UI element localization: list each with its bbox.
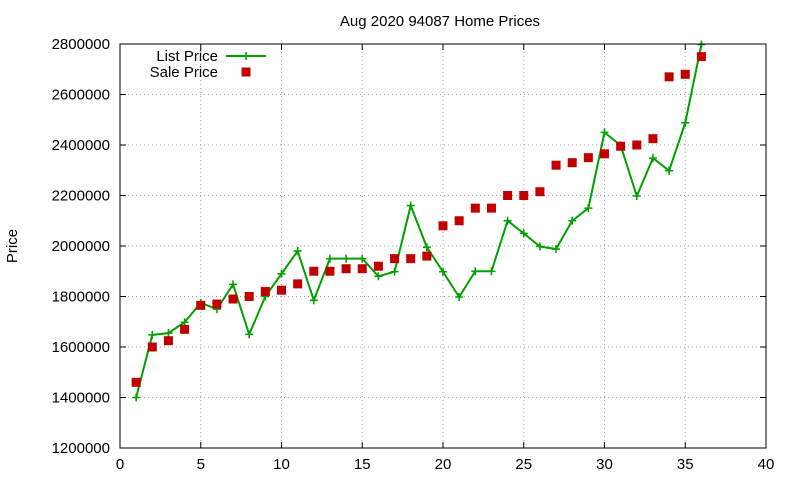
sale-price-point	[212, 299, 222, 309]
sale-price-point	[309, 266, 319, 276]
list-price-point	[471, 267, 480, 276]
sale-price-point	[163, 336, 173, 346]
list-price-point	[584, 204, 593, 213]
sale-price-point	[341, 264, 351, 274]
list-price-point	[245, 330, 254, 339]
sale-price-point	[470, 203, 480, 213]
list-price-point	[681, 118, 690, 127]
sale-price-point	[519, 191, 529, 200]
sale-price-point	[438, 221, 448, 231]
sale-price-point	[293, 279, 303, 289]
legend-marker-sale-price	[241, 67, 251, 77]
plot-series	[131, 40, 706, 402]
list-price-point	[132, 393, 141, 402]
list-price-point	[697, 40, 706, 49]
x-tick-label: 35	[677, 456, 694, 473]
list-price-point	[358, 254, 367, 263]
list-price-point	[374, 272, 383, 281]
grid-lines	[120, 44, 766, 448]
list-price-point	[406, 201, 415, 210]
list-price-point	[648, 154, 657, 163]
list-price-point	[568, 216, 577, 225]
list-price-point	[342, 254, 351, 263]
y-tick-label: 2000000	[52, 238, 110, 255]
y-axis-label: Price	[4, 229, 21, 263]
sale-price-point	[454, 216, 464, 226]
sale-price-point	[503, 191, 513, 200]
list-price-point	[229, 280, 238, 289]
list-price-point	[632, 192, 641, 201]
y-tick-label: 2200000	[52, 188, 110, 205]
list-price-point	[439, 267, 447, 276]
list-price-point	[293, 247, 302, 256]
sale-price-point	[422, 251, 432, 261]
sale-price-point	[373, 261, 383, 271]
x-tick-label: 25	[515, 456, 532, 473]
sale-price-point	[535, 187, 545, 197]
x-tick-label: 40	[758, 456, 775, 473]
sale-price-point	[616, 141, 626, 151]
sale-price-point	[696, 52, 706, 62]
list-price-point	[600, 128, 609, 137]
list-price-point	[503, 216, 512, 225]
legend-marker-list-price	[242, 52, 250, 60]
sale-price-point	[680, 69, 690, 79]
chart-title: Aug 2020 94087 Home Prices	[340, 13, 540, 30]
sale-price-point	[664, 72, 674, 82]
list-price-point	[277, 269, 286, 278]
list-price-point	[422, 243, 431, 252]
y-tick-label: 1200000	[52, 440, 110, 457]
sale-price-point	[131, 377, 141, 387]
list-price-point	[325, 254, 334, 263]
x-tick-label: 20	[435, 456, 452, 473]
list-price-point	[552, 245, 561, 254]
legend-label-list-price: List Price	[156, 48, 218, 65]
sale-price-point	[486, 203, 496, 213]
sale-price-point	[147, 342, 157, 352]
y-tick-label: 1800000	[52, 289, 110, 306]
list-price-point	[148, 330, 157, 339]
list-price-point	[519, 229, 528, 238]
list-price-point	[535, 242, 544, 251]
list-price-point	[164, 329, 173, 338]
axis-ticks: 0 5 10 15 20 25 30 35 40 1200000 1400000 1600000 180…	[52, 36, 775, 473]
y-tick-label: 2600000	[52, 87, 110, 104]
legend-label-sale-price: Sale Price	[150, 64, 218, 81]
y-tick-label: 1600000	[52, 339, 110, 356]
x-tick-label: 15	[354, 456, 371, 473]
list-price-point	[455, 293, 464, 302]
list-price-point	[309, 296, 318, 305]
plot-frame	[119, 43, 767, 449]
y-tick-label: 2800000	[52, 36, 110, 53]
y-tick-label: 2400000	[52, 137, 110, 154]
sale-price-point	[228, 294, 238, 304]
sale-price-point	[648, 134, 658, 144]
sale-price-point	[325, 266, 335, 276]
list-price-point	[487, 267, 496, 276]
list-price-point	[665, 166, 674, 175]
x-tick-label: 5	[197, 456, 205, 473]
sale-price-point	[196, 300, 206, 310]
sale-price-point	[567, 158, 577, 168]
x-tick-label: 30	[596, 456, 613, 473]
x-tick-label: 10	[273, 456, 290, 473]
x-tick-label: 0	[116, 456, 124, 473]
sale-price-point	[244, 292, 254, 301]
sale-price-point	[551, 160, 561, 170]
list-price-line	[135, 44, 703, 398]
sale-price-point	[390, 254, 400, 264]
sale-price-point	[357, 264, 367, 274]
y-tick-label: 1400000	[52, 390, 110, 407]
sale-price-point	[632, 140, 642, 150]
sale-price-point	[260, 286, 270, 296]
sale-price-point	[277, 285, 286, 295]
sale-price-point	[600, 149, 609, 159]
sale-price-point	[406, 254, 416, 264]
sale-price-point	[583, 153, 593, 163]
list-price-point	[390, 267, 399, 276]
sale-price-point	[180, 324, 190, 334]
